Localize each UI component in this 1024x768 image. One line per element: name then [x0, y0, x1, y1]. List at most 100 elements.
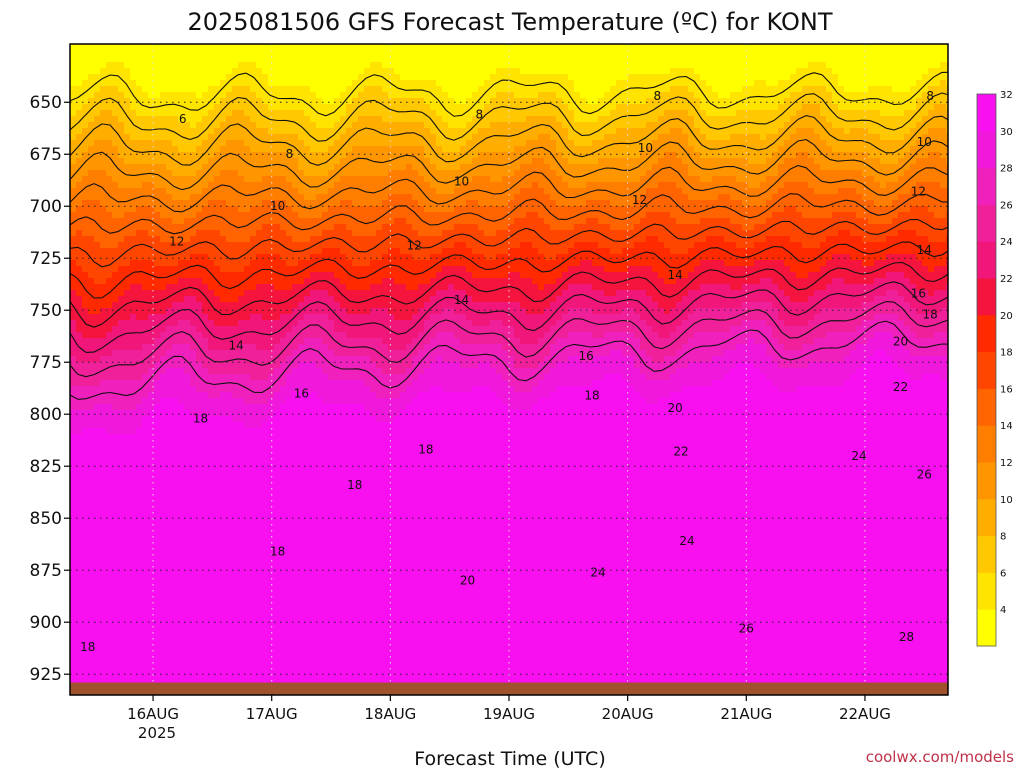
- temperature-cell: [250, 284, 257, 291]
- temperature-cell: [172, 650, 179, 657]
- temperature-cell: [328, 50, 335, 57]
- temperature-cell: [202, 158, 209, 165]
- temperature-cell: [154, 308, 161, 315]
- temperature-cell: [304, 392, 311, 399]
- temperature-cell: [130, 482, 137, 489]
- temperature-cell: [274, 380, 281, 387]
- temperature-cell: [322, 398, 329, 405]
- temperature-cell: [184, 296, 191, 303]
- temperature-cell: [124, 326, 131, 333]
- temperature-cell: [190, 218, 197, 225]
- temperature-cell: [112, 632, 119, 639]
- temperature-cell: [160, 188, 167, 195]
- temperature-cell: [340, 338, 347, 345]
- temperature-cell: [202, 56, 209, 63]
- temperature-cell: [310, 260, 317, 267]
- temperature-cell: [286, 62, 293, 69]
- temperature-cell: [148, 236, 155, 243]
- temperature-cell: [304, 218, 311, 225]
- temperature-cell: [208, 92, 215, 99]
- temperature-cell: [76, 548, 83, 555]
- temperature-cell: [280, 296, 287, 303]
- temperature-cell: [76, 56, 83, 63]
- temperature-cell: [142, 170, 149, 177]
- temperature-cell: [340, 344, 347, 351]
- temperature-cell: [322, 266, 329, 273]
- temperature-cell: [160, 470, 167, 477]
- temperature-cell: [226, 362, 233, 369]
- temperature-cell: [160, 326, 167, 333]
- temperature-cell: [274, 452, 281, 459]
- temperature-cell: [238, 668, 245, 675]
- temperature-cell: [160, 266, 167, 273]
- temperature-cell: [166, 482, 173, 489]
- temperature-cell: [280, 68, 287, 75]
- temperature-cell: [70, 644, 77, 651]
- temperature-cell: [298, 356, 305, 363]
- temperature-cell: [334, 548, 341, 555]
- temperature-cell: [340, 458, 347, 465]
- temperature-cell: [118, 368, 125, 375]
- temperature-cell: [118, 302, 125, 309]
- temperature-cell: [160, 68, 167, 75]
- temperature-cell: [262, 398, 269, 405]
- temperature-cell: [244, 386, 251, 393]
- temperature-cell: [310, 356, 317, 363]
- temperature-cell: [214, 230, 221, 237]
- temperature-cell: [148, 344, 155, 351]
- temperature-cell: [202, 404, 209, 411]
- temperature-cell: [298, 500, 305, 507]
- temperature-cell: [334, 674, 341, 681]
- temperature-cell: [340, 74, 347, 81]
- temperature-cell: [130, 356, 137, 363]
- temperature-cell: [280, 44, 287, 51]
- temperature-cell: [88, 176, 95, 183]
- temperature-cell: [76, 122, 83, 129]
- temperature-cell: [142, 674, 149, 681]
- temperature-cell: [136, 398, 143, 405]
- temperature-cell: [274, 278, 281, 285]
- temperature-cell: [166, 338, 173, 345]
- temperature-cell: [208, 176, 215, 183]
- temperature-cell: [88, 614, 95, 621]
- temperature-cell: [136, 212, 143, 219]
- temperature-cell: [232, 230, 239, 237]
- temperature-cell: [70, 638, 77, 645]
- temperature-cell: [244, 626, 251, 633]
- temperature-cell: [196, 488, 203, 495]
- temperature-cell: [76, 392, 83, 399]
- temperature-cell: [262, 506, 269, 513]
- temperature-cell: [118, 338, 125, 345]
- temperature-cell: [196, 92, 203, 99]
- temperature-cell: [202, 494, 209, 501]
- temperature-cell: [112, 650, 119, 657]
- temperature-cell: [142, 164, 149, 171]
- temperature-cell: [88, 440, 95, 447]
- temperature-cell: [142, 158, 149, 165]
- temperature-cell: [160, 350, 167, 357]
- temperature-cell: [280, 368, 287, 375]
- temperature-cell: [322, 518, 329, 525]
- temperature-cell: [70, 110, 77, 117]
- temperature-cell: [202, 608, 209, 615]
- temperature-cell: [112, 62, 119, 69]
- temperature-cell: [82, 488, 89, 495]
- temperature-cell: [112, 332, 119, 339]
- temperature-cell: [178, 644, 185, 651]
- temperature-cell: [250, 146, 257, 153]
- temperature-cell: [154, 662, 161, 669]
- temperature-cell: [244, 332, 251, 339]
- temperature-cell: [148, 416, 155, 423]
- temperature-cell: [220, 218, 227, 225]
- temperature-cell: [208, 68, 215, 75]
- temperature-cell: [286, 452, 293, 459]
- temperature-cell: [286, 56, 293, 63]
- temperature-cell: [100, 98, 107, 105]
- temperature-cell: [112, 314, 119, 321]
- temperature-cell: [298, 314, 305, 321]
- temperature-cell: [148, 56, 155, 63]
- temperature-cell: [292, 572, 299, 579]
- temperature-cell: [178, 614, 185, 621]
- temperature-cell: [124, 308, 131, 315]
- temperature-cell: [190, 620, 197, 627]
